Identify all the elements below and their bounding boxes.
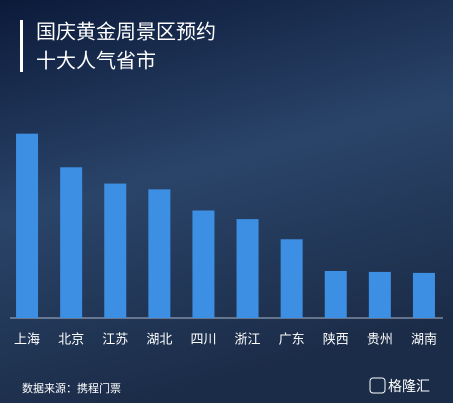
chart-title: 国庆黄金周景区预约 (36, 20, 216, 44)
bar (104, 183, 127, 318)
logo-icon (369, 377, 386, 394)
x-tick-label: 浙江 (235, 333, 261, 348)
bar (412, 272, 435, 318)
x-tick-label: 四川 (190, 333, 216, 348)
title-accent (20, 20, 23, 72)
bar (280, 239, 303, 318)
x-tick-label: 江苏 (102, 332, 128, 348)
bar (148, 189, 171, 318)
x-tick-label: 陕西 (323, 333, 349, 348)
chart-subtitle: 十大人气省市 (36, 49, 156, 73)
x-tick-label: 广东 (279, 333, 305, 348)
x-tick-label: 湖北 (146, 333, 172, 348)
bar (236, 219, 259, 318)
bar (324, 270, 347, 318)
bar (192, 210, 215, 318)
bar (368, 271, 391, 318)
x-tick-label: 上海 (14, 333, 40, 348)
x-tick-label: 湖南 (411, 332, 437, 348)
x-tick-label: 北京 (58, 333, 84, 348)
x-tick-label: 贵州 (367, 333, 393, 348)
source-note: 数据来源：携程门票 (22, 381, 121, 395)
bar (60, 167, 83, 318)
bar (16, 133, 39, 318)
watermark: 格隆汇 (388, 379, 430, 395)
